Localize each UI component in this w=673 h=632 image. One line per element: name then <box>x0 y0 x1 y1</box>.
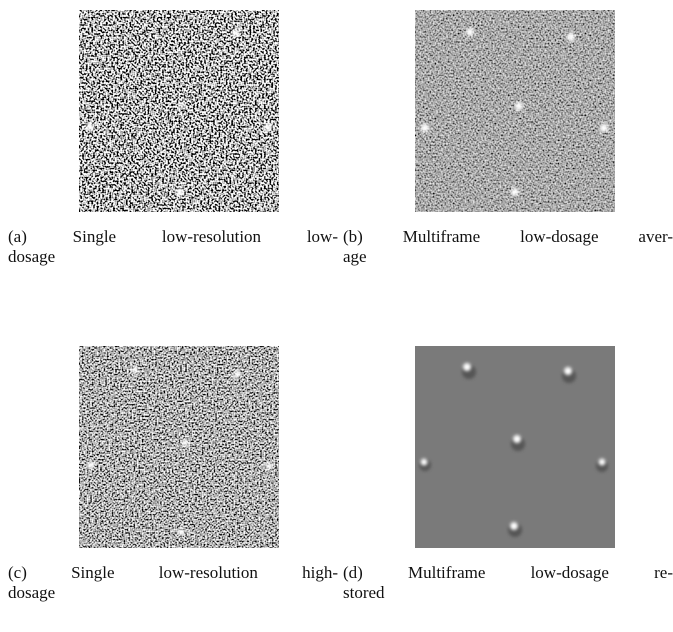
caption-line: stored <box>343 583 673 603</box>
caption-b: (b) Multiframe low-dosage aver- age <box>343 227 673 267</box>
caption-line: (c) Single low-resolution high- <box>8 563 338 583</box>
caption-line: (d) Multiframe low-dosage re- <box>343 563 673 583</box>
caption-line: (a) Single low-resolution low- <box>8 227 338 247</box>
image-b <box>415 10 615 212</box>
image-a <box>79 10 279 212</box>
caption-line: dosage <box>8 247 338 267</box>
caption-d: (d) Multiframe low-dosage re- stored <box>343 563 673 603</box>
figure-page: (a) Single low-resolution low- dosage (b… <box>0 0 673 632</box>
caption-line: (b) Multiframe low-dosage aver- <box>343 227 673 247</box>
image-c <box>79 346 279 548</box>
caption-line: age <box>343 247 673 267</box>
caption-line: dosage <box>8 583 338 603</box>
caption-c: (c) Single low-resolution high- dosage <box>8 563 338 603</box>
caption-a: (a) Single low-resolution low- dosage <box>8 227 338 267</box>
image-d <box>415 346 615 548</box>
